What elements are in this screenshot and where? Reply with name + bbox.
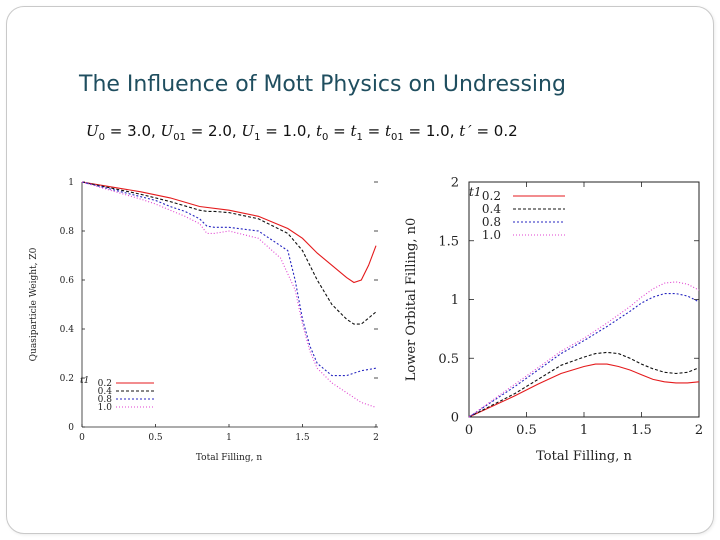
param-value: = 2.0, (185, 122, 242, 140)
y-tick-label: 1 (451, 293, 459, 308)
y-axis-label: Lower Orbital Filling, n0 (404, 218, 419, 382)
legend-label: 0.8 (98, 395, 113, 405)
legend-label: 0.4 (98, 387, 113, 397)
legend-label: 0.2 (482, 189, 501, 203)
chart-lower-orbital-filling: 0 0.5 1 1.5 2 0 0.5 1 1.5 2 Total Filling, n Lower … (404, 176, 703, 464)
x-tick-label: 0.5 (148, 433, 163, 443)
param-symbol: t (315, 122, 322, 140)
x-tick-label: 1.5 (631, 423, 652, 438)
y-axis-label: Quasiparticle Weight, Z0 (29, 247, 39, 361)
param-value: = 0.2 (471, 122, 518, 140)
y-tick-label: 0 (68, 423, 74, 433)
x-tick-label: 2 (695, 423, 703, 438)
param-symbol: t (350, 122, 357, 140)
param-value: = (362, 122, 385, 140)
legend-label: 1.0 (482, 228, 501, 242)
x-axis-label: Total Filling, n (536, 449, 632, 464)
legend-label: 0.4 (482, 202, 501, 216)
param-value: = 1.0, (403, 122, 460, 140)
param-symbol: U (86, 122, 99, 140)
x-tick-label: 2 (373, 433, 379, 443)
y-tick-label: 0.8 (60, 227, 75, 237)
series-line-0-2 (81, 181, 377, 284)
slide-frame (6, 6, 714, 534)
series-line-0-4 (81, 181, 377, 325)
param-symbol: t (384, 122, 392, 140)
param-symbol: t ′ (459, 122, 472, 140)
param-subscript: 1 (356, 132, 363, 143)
param-subscript: 0 (321, 132, 329, 143)
y-tick-label: 1 (68, 178, 74, 188)
series-line-0-8 (81, 181, 377, 377)
x-tick-label: 0.5 (516, 423, 537, 438)
param-value: = (328, 122, 351, 140)
param-subscript: 1 (254, 132, 261, 143)
legend-label: 0.8 (482, 215, 501, 229)
y-tick-label: 1.5 (438, 234, 459, 249)
param-subscript: 01 (173, 132, 186, 143)
series-line-1-0 (468, 281, 700, 418)
y-tick-label: 0 (451, 411, 459, 426)
series-line-1-0 (81, 181, 377, 408)
legend-title: t1 (80, 376, 89, 386)
param-value: = 3.0, (105, 122, 161, 140)
y-tick-label: 0.6 (60, 276, 75, 286)
series-line-0-4 (468, 351, 700, 418)
legend-title: t1 (469, 185, 481, 199)
param-symbol: U (241, 122, 255, 140)
param-value: = 1.0, (260, 122, 316, 140)
series-line-0-2 (468, 363, 700, 418)
param-subscript: 01 (391, 132, 404, 143)
x-tick-label: 0 (79, 433, 85, 443)
slide-title: The Influence of Mott Physics on Undress… (79, 72, 566, 97)
x-tick-label: 1 (226, 433, 232, 443)
param-symbol: U (160, 122, 174, 140)
y-tick-label: 0.2 (60, 374, 74, 384)
y-tick-label: 2 (451, 176, 459, 191)
x-axis-label: Total Filling, n (196, 453, 262, 463)
x-tick-label: 1.5 (295, 433, 310, 443)
y-tick-label: 0.4 (60, 325, 75, 335)
y-tick-label: 0.5 (438, 352, 459, 367)
x-tick-label: 1 (580, 423, 588, 438)
legend-label: 1.0 (98, 403, 113, 413)
series-line-0-8 (468, 293, 700, 418)
x-tick-label: 0 (465, 423, 473, 438)
legend-label: 0.2 (98, 379, 112, 389)
param-subscript: 0 (98, 132, 106, 143)
parameter-line: U0 = 3.0, U01 = 2.0, U1 = 1.0, t0 = t1 =… (86, 122, 518, 143)
